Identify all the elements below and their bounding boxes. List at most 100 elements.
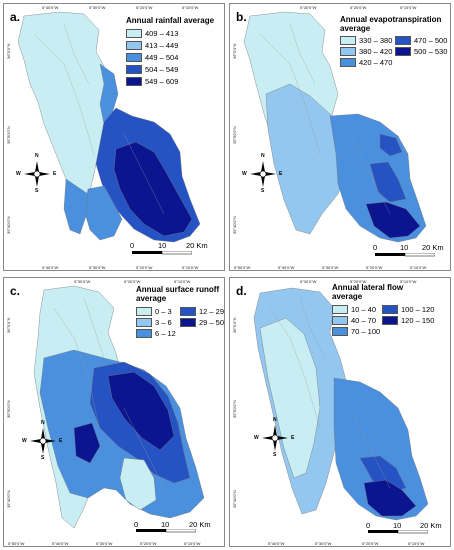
legend-swatch: [332, 327, 348, 336]
legend-swatch: [126, 77, 142, 86]
top-tick: 5°30'0"W: [89, 5, 106, 10]
legend-swatch: [180, 307, 196, 316]
legend-swatch: [340, 58, 356, 67]
top-tick: 5°30'0"W: [300, 5, 317, 10]
basin-zone-light: [17, 11, 113, 203]
legend-item: 29 – 50: [180, 318, 224, 327]
top-tick: 5°30'0"W: [74, 279, 91, 284]
x-tick: 5°40'0"W: [278, 265, 295, 270]
y-tick: 35°40'0"N: [6, 490, 11, 508]
compass-rose-icon: N S E W: [242, 153, 283, 194]
top-tick: 5°20'0"W: [136, 5, 153, 10]
compass-rose-icon: N S E W: [16, 153, 57, 194]
scale-label-10: 10: [161, 520, 170, 529]
scale-label-10: 10: [400, 243, 409, 252]
top-tick: 5°20'0"W: [124, 279, 141, 284]
legend-title: average: [340, 24, 371, 33]
legend-title: Annual surface runoff: [136, 285, 220, 294]
x-tick: 5°30'0"W: [315, 541, 332, 546]
x-tick: 5°30'0"W: [89, 265, 106, 270]
legend-swatch: [395, 36, 411, 45]
panel-d-lateral-flow: d. Annual lateral flow average 10 – 40 4…: [229, 277, 451, 547]
x-tick: 5°40'0"W: [52, 541, 69, 546]
legend-item: 120 – 150: [382, 316, 434, 325]
y-tick: 36°0'0"N: [232, 317, 237, 333]
legend-swatch: [136, 318, 152, 327]
legend-title: Annual lateral flow: [332, 283, 404, 292]
legend-swatch: [395, 47, 411, 56]
x-tick: 5°10'0"W: [182, 265, 199, 270]
panel-a-rainfall: a. Annual rainfall average 409 – 413 413…: [3, 3, 225, 271]
basin-zone-darkest: [365, 201, 421, 239]
legend-swatch: [180, 318, 196, 327]
scale-label-0: 0: [373, 243, 378, 252]
scale-bar-icon: [368, 521, 428, 535]
y-tick: 35°50'0"N: [6, 400, 11, 418]
legend-item: 549 – 609: [126, 77, 178, 86]
compass-rose-icon: N S E W: [254, 417, 295, 458]
legend-swatch: [136, 329, 152, 338]
scale-label-10: 10: [158, 241, 167, 250]
y-tick: 35°50'0"N: [232, 126, 237, 144]
y-tick: 35°50'0"N: [232, 400, 237, 418]
basin-zone-dark-north: [379, 133, 403, 157]
scale-label-0: 0: [134, 520, 139, 529]
x-tick: 5°40'0"W: [42, 265, 59, 270]
legend-item: 504 – 549: [126, 65, 178, 74]
legend-item: 40 – 70: [332, 316, 376, 325]
legend-title: average: [332, 292, 363, 301]
legend-item: 413 – 449: [126, 41, 178, 50]
basin-zone-darkest: [363, 479, 417, 517]
scale-label-20: 20 Km: [189, 520, 211, 529]
x-tick: 5°10'0"W: [184, 541, 201, 546]
scale-label-20: 20 Km: [186, 241, 208, 250]
legend-item: 12 – 29: [180, 307, 224, 316]
basin-zone-medium-west: [63, 178, 89, 235]
x-tick: 5°30'0"W: [322, 265, 339, 270]
basin-zone-darkest: [113, 141, 193, 237]
top-tick: 5°10'0"W: [400, 5, 417, 10]
legend-swatch: [126, 29, 142, 38]
top-tick: 5°10'0"W: [182, 5, 199, 10]
legend-swatch: [332, 305, 348, 314]
legend-swatch: [332, 316, 348, 325]
y-tick: 35°40'0"N: [232, 216, 237, 234]
map-c: [33, 285, 205, 529]
legend-swatch: [126, 53, 142, 62]
scale-label-0: 0: [366, 521, 371, 530]
scale-label-0: 0: [130, 241, 135, 250]
basin-zone-medium: [333, 377, 429, 521]
y-tick: 35°50'0"N: [6, 126, 11, 144]
top-tick: 5°40'0"W: [42, 5, 59, 10]
legend-title: Annual evapotranspiration: [340, 15, 442, 24]
legend-title: Annual rainfall average: [126, 16, 215, 25]
x-tick: 5°30'0"W: [96, 541, 113, 546]
legend-item: 330 – 380: [340, 36, 392, 45]
legend-item: 70 – 100: [332, 327, 380, 336]
legend-item: 380 – 420: [340, 47, 392, 56]
top-tick: 5°20'0"W: [350, 5, 367, 10]
y-tick: 35°40'0"N: [6, 216, 11, 234]
scale-bar-icon: [375, 244, 435, 258]
basin-zone-darkest-west: [73, 422, 101, 464]
panel-b-evapotranspiration: b. Annual evapotranspiration average 330…: [229, 3, 451, 271]
x-tick: 5°20'0"W: [140, 541, 157, 546]
legend-item: 0 – 3: [136, 307, 172, 316]
legend-item: 409 – 413: [126, 29, 178, 38]
x-tick: 5°10'0"W: [410, 265, 427, 270]
panel-label: c.: [10, 284, 21, 298]
panel-label: a.: [10, 10, 21, 24]
basin-zone-darkest: [107, 371, 175, 451]
scale-label-20: 20 Km: [420, 521, 442, 530]
legend-item: 449 – 504: [126, 53, 178, 62]
top-tick: 5°20'0"W: [350, 279, 367, 284]
legend-item: 420 – 470: [340, 58, 392, 67]
legend-item: 500 – 530: [395, 47, 447, 56]
x-tick: 5°20'0"W: [362, 541, 379, 546]
top-tick: 5°30'0"W: [300, 279, 317, 284]
legend-title: average: [136, 294, 167, 303]
x-tick: 5°20'0"W: [136, 265, 153, 270]
panel-c-surface-runoff: c. Annual surface runoff average 0 – 3 3…: [3, 277, 225, 547]
scale-bar-icon: [132, 242, 192, 256]
scale-label-10: 10: [393, 521, 402, 530]
